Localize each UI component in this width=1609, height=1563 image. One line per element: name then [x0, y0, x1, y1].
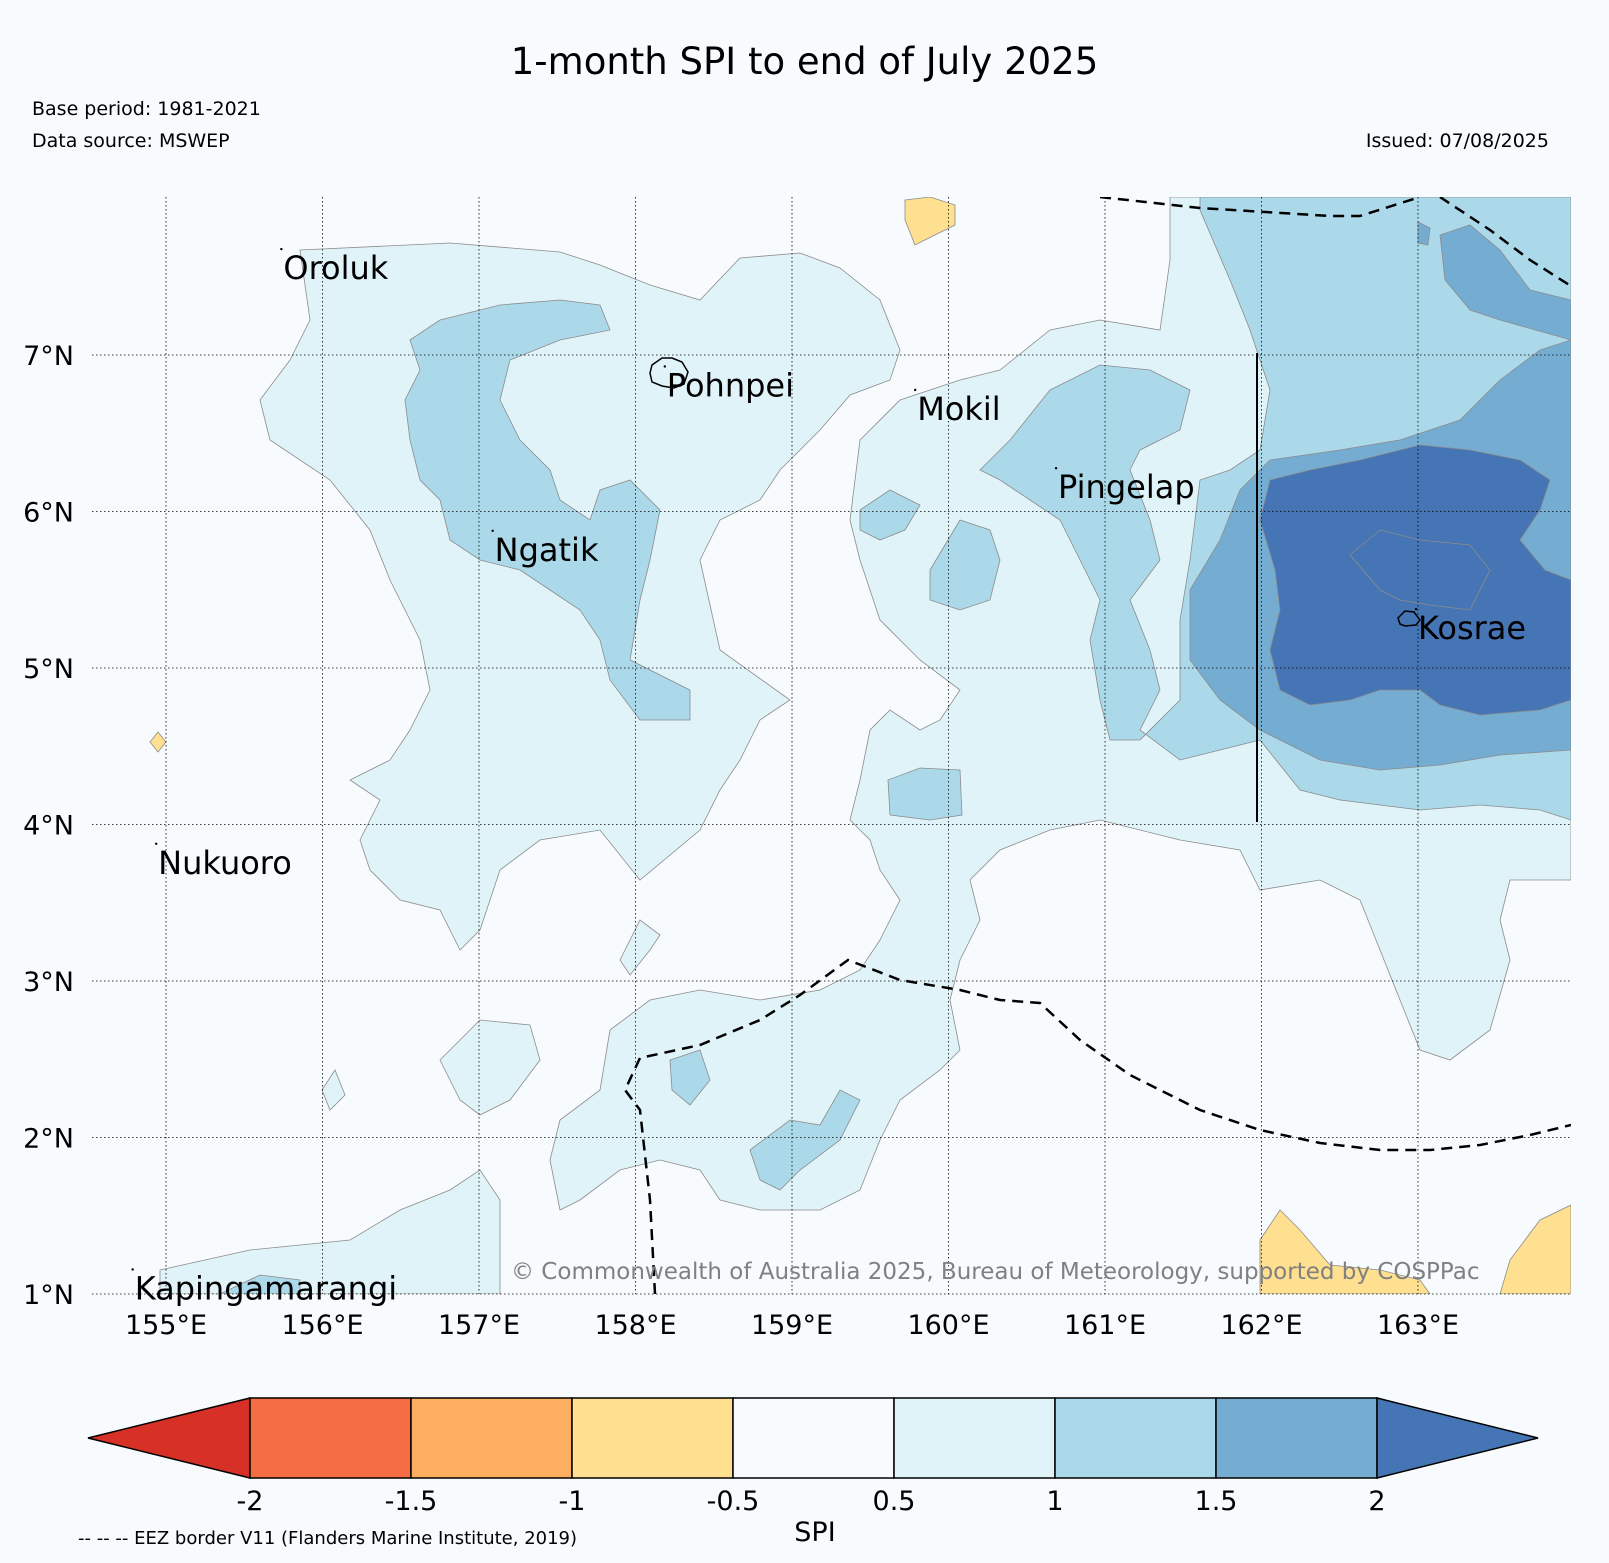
colorbar-bin [732, 1397, 895, 1479]
spi-region-05-1-small2 [619, 919, 661, 976]
colorbar-bin [249, 1397, 412, 1479]
spi-region-dry-north [904, 197, 956, 246]
latitude-labels: 7°N 6°N 5°N 4°N 3°N 2°N 1°N [23, 341, 74, 1311]
spi-region-05-1-small1 [321, 1069, 346, 1111]
lon-tick-label: 163°E [1377, 1310, 1459, 1341]
spi-region-dry-se1 [1259, 1209, 1431, 1294]
lat-tick-label: 5°N [23, 654, 74, 685]
island-marker-oroluk [280, 247, 283, 251]
eez-note: -- -- -- EEZ border V11 (Flanders Marine… [78, 1528, 577, 1549]
lat-tick-label: 6°N [23, 498, 74, 529]
spi-region-1-15-blob3 [887, 767, 963, 821]
colorbar-extend-high [1376, 1397, 1539, 1479]
colorbar-tick-label: 1 [1046, 1486, 1063, 1517]
spi-region-05-1-sw [159, 1169, 501, 1294]
graticule [92, 197, 1571, 1295]
island-marker-nukuoro [154, 842, 158, 845]
island-marker-pohnpei [663, 365, 666, 368]
island-label-nukuoro: Nukuoro [158, 844, 292, 882]
island-label-oroluk: Oroluk [283, 249, 388, 287]
eez-border-south [623, 958, 1571, 1294]
island-marker-ngatik [491, 529, 494, 532]
spi-region-15-2-small [1417, 221, 1431, 246]
eez-borders [623, 197, 1571, 1294]
lat-tick-label: 2°N [23, 1124, 74, 1155]
base-period: Base period: 1981-2021 [32, 98, 261, 120]
island-label-mokil: Mokil [917, 390, 1001, 428]
spi-region-1-15-sw [219, 1274, 301, 1294]
lon-tick-label: 156°E [281, 1310, 363, 1341]
kosrae-island-outline [1397, 610, 1421, 627]
colorbar-tick-label: 2 [1368, 1486, 1385, 1517]
island-labels: Oroluk Pohnpei Mokil Pingelap Ngatik Kosrae Nu… [131, 247, 1526, 1307]
spi-region-1-15-blob4 [749, 1089, 861, 1191]
spi-contours [149, 197, 1571, 1294]
island-label-ngatik: Ngatik [495, 531, 599, 569]
lat-tick-label: 3°N [23, 967, 74, 998]
colorbar-tick-label: -1.5 [385, 1486, 438, 1517]
lon-tick-label: 159°E [751, 1310, 833, 1341]
lon-tick-label: 157°E [438, 1310, 520, 1341]
lon-tick-label: 160°E [907, 1310, 989, 1341]
colorbar-bin [893, 1397, 1056, 1479]
island-marker-kosrae [1414, 607, 1418, 611]
spi-region-1-15-blob2 [859, 489, 921, 541]
colorbar: -2 -1.5 -1 -0.5 0.5 1 1.5 2 SPI [87, 1397, 1539, 1548]
colorbar-tick-label: -2 [237, 1486, 264, 1517]
colorbar-bin [410, 1397, 573, 1479]
island-marker-pingelap [1054, 467, 1058, 470]
eez-border-ne [1439, 197, 1571, 288]
spi-region-05-1-south [439, 1019, 541, 1116]
copyright-text: © Commonwealth of Australia 2025, Bureau… [511, 1259, 1480, 1285]
island-marker-kapingamarangi [131, 1268, 134, 1271]
colorbar-tick-label: -0.5 [707, 1486, 760, 1517]
spi-region-1-15-west [404, 299, 691, 721]
issued-date: Issued: 07/08/2025 [1365, 130, 1549, 152]
colorbar-tick-label: 0.5 [873, 1486, 916, 1517]
spi-region-15-2-north [1439, 224, 1571, 341]
longitude-labels: 155°E 156°E 157°E 158°E 159°E 160°E 161°E 162°E… [125, 1310, 1459, 1341]
spi-region-dry-se2 [1499, 1204, 1571, 1294]
spi-region-1-15-blob1 [929, 519, 1001, 611]
colorbar-tick-label: -1 [559, 1486, 586, 1517]
spi-region-gt2-kosrae [1259, 444, 1571, 716]
lon-tick-label: 161°E [1064, 1310, 1146, 1341]
colorbar-bin [1054, 1397, 1217, 1479]
lat-tick-label: 7°N [23, 341, 74, 372]
lon-tick-label: 155°E [125, 1310, 207, 1341]
island-label-pohnpei: Pohnpei [667, 366, 794, 404]
island-label-kapingamarangi: Kapingamarangi [135, 1269, 397, 1307]
map-title: 1-month SPI to end of July 2025 [510, 40, 1099, 83]
lat-tick-label: 4°N [23, 811, 74, 842]
colorbar-bin [1215, 1397, 1378, 1479]
colorbar-tick-label: 1.5 [1195, 1486, 1238, 1517]
lon-tick-label: 158°E [594, 1310, 676, 1341]
data-source: Data source: MSWEP [32, 130, 230, 152]
colorbar-extend-low [87, 1397, 251, 1479]
spi-region-1-15-blob5 [669, 1049, 711, 1106]
colorbar-bin [571, 1397, 734, 1479]
lat-tick-label: 1°N [23, 1280, 74, 1311]
colorbar-label: SPI [794, 1517, 835, 1548]
island-label-pingelap: Pingelap [1058, 468, 1195, 506]
island-label-kosrae: Kosrae [1418, 609, 1526, 647]
island-marker-mokil [914, 388, 917, 392]
lon-tick-label: 162°E [1220, 1310, 1302, 1341]
pohnpei-island-outline [649, 357, 689, 389]
